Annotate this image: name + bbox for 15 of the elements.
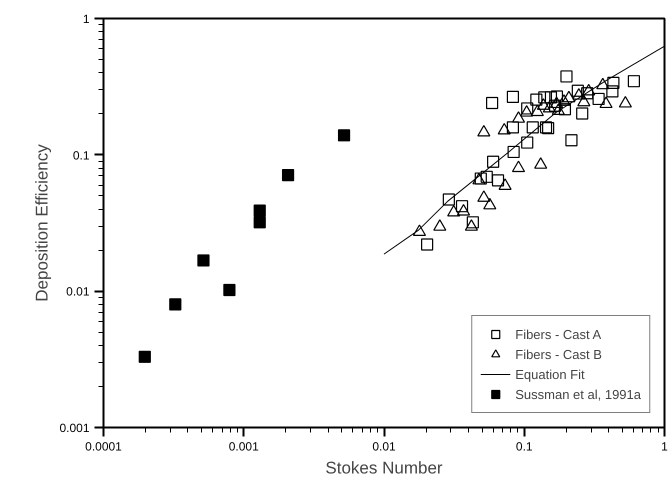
x-tick-label: 1	[661, 440, 668, 454]
y-tick-label: 0.1	[72, 148, 90, 162]
x-axis-title: Stokes Number	[325, 458, 443, 478]
x-tick-label: 0.001	[228, 440, 260, 454]
x-tick-label: 0.01	[372, 440, 396, 454]
y-tick-label: 0.001	[59, 421, 90, 435]
legend-label: Equation Fit	[515, 366, 585, 382]
y-axis-title: Deposition Efficiency	[32, 144, 52, 302]
x-tick-label: 0.0001	[85, 440, 122, 454]
y-tick-label: 0.01	[66, 284, 90, 299]
legend-label: Fibers - Cast A	[515, 326, 602, 342]
legend-label: Fibers - Cast B	[515, 346, 602, 362]
x-tick-label: 0.1	[516, 440, 533, 454]
legend-label: Sussman et al, 1991a	[515, 386, 641, 402]
y-tick-label: 1	[82, 12, 90, 26]
